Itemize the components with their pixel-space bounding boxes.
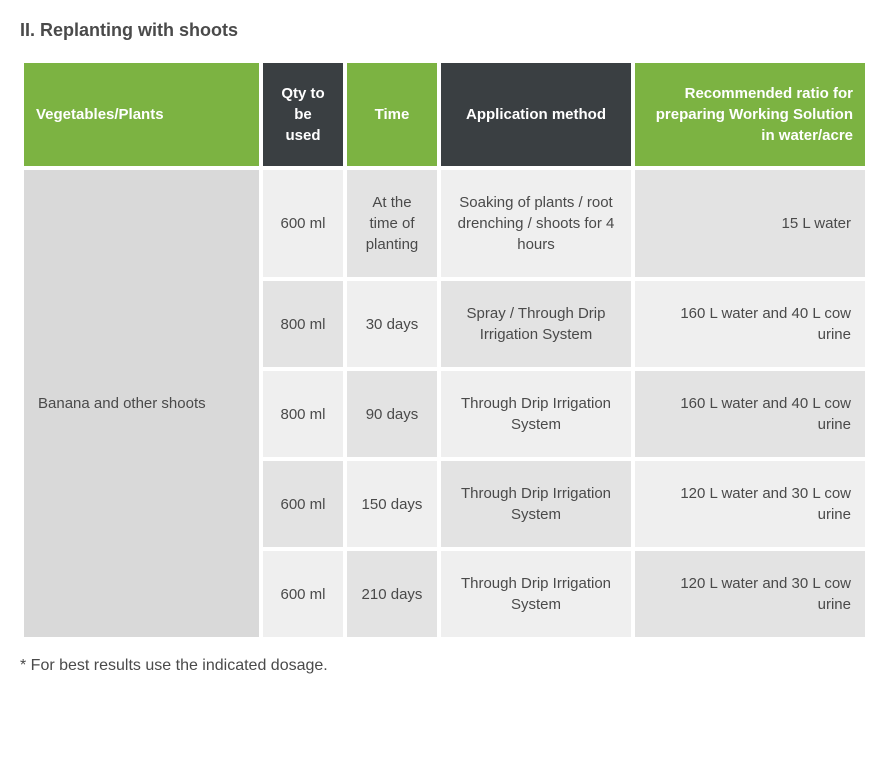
table-header-cell: Vegetables/Plants <box>24 63 259 166</box>
cell-ratio: 120 L water and 30 L cow urine <box>635 461 865 547</box>
cell-qty: 800 ml <box>263 371 343 457</box>
table-header-cell: Application method <box>441 63 631 166</box>
cell-method: Through Drip Irrigation System <box>441 371 631 457</box>
cell-qty: 800 ml <box>263 281 343 367</box>
cell-time: 30 days <box>347 281 437 367</box>
cell-qty: 600 ml <box>263 461 343 547</box>
section-title: II. Replanting with shoots <box>20 20 859 41</box>
cell-time: 210 days <box>347 551 437 637</box>
table-header-row: Vegetables/PlantsQty to be usedTimeAppli… <box>24 63 865 166</box>
cell-qty: 600 ml <box>263 170 343 277</box>
cell-method: Through Drip Irrigation System <box>441 461 631 547</box>
cell-method: Through Drip Irrigation System <box>441 551 631 637</box>
table-header-cell: Time <box>347 63 437 166</box>
cell-ratio: 160 L water and 40 L cow urine <box>635 281 865 367</box>
table-header-cell: Qty to be used <box>263 63 343 166</box>
cell-ratio: 15 L water <box>635 170 865 277</box>
cell-ratio: 160 L water and 40 L cow urine <box>635 371 865 457</box>
cell-method: Spray / Through Drip Irrigation System <box>441 281 631 367</box>
table-header-cell: Recommended ratio for preparing Working … <box>635 63 865 166</box>
cell-time: 150 days <box>347 461 437 547</box>
dosage-table: Vegetables/PlantsQty to be usedTimeAppli… <box>20 59 869 641</box>
table-row: Banana and other shoots600 mlAt the time… <box>24 170 865 277</box>
footnote: * For best results use the indicated dos… <box>20 657 859 675</box>
cell-time: 90 days <box>347 371 437 457</box>
cell-ratio: 120 L water and 30 L cow urine <box>635 551 865 637</box>
cell-qty: 600 ml <box>263 551 343 637</box>
cell-method: Soaking of plants / root drenching / sho… <box>441 170 631 277</box>
plant-cell: Banana and other shoots <box>24 170 259 637</box>
cell-time: At the time of planting <box>347 170 437 277</box>
table-body: Banana and other shoots600 mlAt the time… <box>24 170 865 637</box>
